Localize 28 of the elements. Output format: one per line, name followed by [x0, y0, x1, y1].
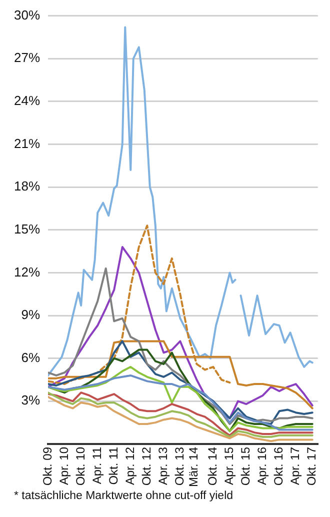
y-tick-label: 21%	[14, 136, 40, 151]
x-tick-label: Okt. 09	[40, 446, 54, 486]
y-tick-label: 9%	[21, 307, 40, 322]
y-tick-label: 6%	[21, 350, 40, 365]
x-tick-label: Apr. 10	[56, 446, 71, 486]
y-tick-label: 3%	[21, 392, 40, 408]
text: * tatsächliche Marktwerte ohne cut-off yield	[14, 490, 234, 502]
x-tick-label: Okt. 14	[206, 446, 220, 486]
x-tick-label: Apr. 16	[255, 446, 270, 486]
x-tick-label: Apr. 13	[156, 446, 170, 486]
y-tick-label: 15%	[14, 221, 40, 236]
x-tick-label: Apr. 11	[90, 446, 104, 484]
x-tick-label: Okt. 10	[73, 446, 88, 486]
y-tick-label: 24%	[14, 93, 40, 108]
x-tick-label: Mär. 14	[186, 446, 200, 488]
x-tick-label: Okt. 12	[139, 446, 154, 486]
y-tick-label: 27%	[14, 50, 40, 66]
y-tick-label: 18%	[14, 178, 40, 194]
x-tick-label: Apr. 17	[288, 446, 302, 486]
x-tick-label: Okt. 17	[304, 446, 319, 486]
y-tick-label: 12%	[14, 264, 40, 280]
x-tick-label: Apr. 12	[122, 446, 137, 486]
x-tick-label: Apr. 15	[222, 446, 236, 486]
x-tick-label: Okt. 16	[272, 446, 286, 486]
x-tick-label: Okt. 11	[106, 446, 120, 485]
x-tick-label: Okt. 15	[238, 446, 253, 486]
x-tick-label: Okt. 13	[172, 446, 186, 486]
y-tick-label: 30%	[14, 7, 40, 22]
